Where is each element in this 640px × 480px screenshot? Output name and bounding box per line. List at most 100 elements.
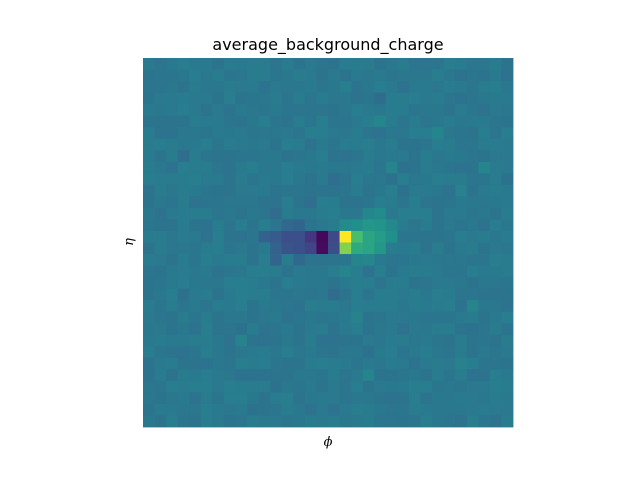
heatmap-cell bbox=[316, 115, 329, 128]
heatmap-cell bbox=[420, 403, 433, 416]
heatmap-cell bbox=[247, 346, 260, 359]
heatmap-cell bbox=[501, 196, 514, 209]
heatmap-cell bbox=[166, 92, 179, 105]
heatmap-cell bbox=[328, 300, 340, 313]
heatmap-cell bbox=[247, 81, 260, 93]
heatmap-cell bbox=[177, 161, 190, 174]
heatmap-cell bbox=[420, 184, 433, 197]
heatmap-cell bbox=[339, 300, 352, 313]
heatmap-cell bbox=[247, 219, 260, 232]
heatmap-cell bbox=[223, 104, 236, 117]
heatmap-cell bbox=[385, 58, 398, 70]
heatmap-cell bbox=[223, 219, 236, 232]
heatmap-cell bbox=[339, 230, 352, 243]
heatmap-cell bbox=[177, 357, 190, 370]
heatmap-cell bbox=[501, 115, 514, 128]
heatmap-cell bbox=[304, 184, 317, 197]
heatmap-cell bbox=[270, 173, 283, 186]
heatmap-cell bbox=[212, 81, 225, 93]
heatmap-cell bbox=[200, 127, 213, 140]
heatmap-cell bbox=[281, 138, 294, 151]
heatmap-cell bbox=[200, 288, 213, 301]
heatmap-cell bbox=[154, 369, 167, 382]
heatmap-cell bbox=[339, 380, 352, 393]
heatmap-cell bbox=[189, 150, 202, 163]
heatmap-cell bbox=[143, 230, 155, 243]
heatmap-cell bbox=[466, 346, 479, 359]
heatmap-cell bbox=[143, 403, 155, 416]
heatmap-cell bbox=[270, 81, 283, 93]
heatmap-cell bbox=[385, 265, 398, 278]
heatmap-cell bbox=[339, 357, 352, 370]
heatmap-cell bbox=[408, 173, 421, 186]
heatmap-cell bbox=[351, 415, 364, 428]
heatmap-cell bbox=[177, 415, 190, 428]
heatmap-cell bbox=[154, 415, 167, 428]
heatmap-cell bbox=[455, 300, 468, 313]
heatmap-cell bbox=[154, 115, 167, 128]
heatmap-cell bbox=[385, 288, 398, 301]
heatmap-cell bbox=[154, 184, 167, 197]
heatmap-cell bbox=[270, 242, 283, 255]
heatmap-cell bbox=[374, 277, 387, 290]
heatmap-cell bbox=[455, 277, 468, 290]
heatmap-cell bbox=[177, 265, 190, 278]
heatmap-cell bbox=[270, 346, 283, 359]
heatmap-cell bbox=[408, 104, 421, 117]
heatmap-cell bbox=[432, 300, 445, 313]
heatmap-cell bbox=[281, 81, 294, 93]
heatmap-cell bbox=[166, 184, 179, 197]
heatmap-cell bbox=[166, 380, 179, 393]
plot-area bbox=[143, 58, 514, 428]
heatmap-cell bbox=[270, 69, 283, 82]
heatmap-cell bbox=[154, 242, 167, 255]
heatmap-cell bbox=[223, 115, 236, 128]
heatmap-cell bbox=[304, 207, 317, 220]
heatmap-cell bbox=[351, 403, 364, 416]
heatmap-cell bbox=[339, 58, 352, 70]
heatmap-cell bbox=[293, 173, 306, 186]
heatmap-cell bbox=[489, 58, 502, 70]
heatmap-cell bbox=[362, 403, 375, 416]
heatmap-cell bbox=[166, 115, 179, 128]
heatmap-cell bbox=[397, 334, 410, 347]
heatmap-cell bbox=[455, 369, 468, 382]
heatmap-cell bbox=[212, 196, 225, 209]
heatmap-cell bbox=[258, 81, 271, 93]
heatmap-cell bbox=[223, 69, 236, 82]
heatmap-cell bbox=[489, 346, 502, 359]
heatmap-cell bbox=[200, 311, 213, 324]
heatmap-cell bbox=[235, 277, 248, 290]
heatmap-cell bbox=[420, 58, 433, 70]
heatmap-cell bbox=[385, 173, 398, 186]
heatmap-cell bbox=[362, 311, 375, 324]
heatmap-cell bbox=[501, 357, 514, 370]
heatmap-cell bbox=[339, 311, 352, 324]
heatmap-cell bbox=[466, 334, 479, 347]
heatmap-cell bbox=[235, 242, 248, 255]
heatmap-cell bbox=[328, 415, 340, 428]
heatmap-cell bbox=[212, 230, 225, 243]
heatmap-cell bbox=[408, 288, 421, 301]
heatmap-cell bbox=[154, 311, 167, 324]
heatmap-cell bbox=[258, 277, 271, 290]
heatmap-cell bbox=[166, 127, 179, 140]
heatmap-cell bbox=[247, 415, 260, 428]
heatmap-cell bbox=[432, 207, 445, 220]
heatmap-cell bbox=[501, 81, 514, 93]
heatmap-cell bbox=[223, 300, 236, 313]
heatmap-cell bbox=[293, 104, 306, 117]
heatmap-cell bbox=[281, 161, 294, 174]
heatmap-cell bbox=[247, 380, 260, 393]
heatmap-cell bbox=[443, 58, 456, 70]
heatmap-cell bbox=[189, 323, 202, 336]
heatmap-cell bbox=[501, 184, 514, 197]
heatmap-cell bbox=[351, 161, 364, 174]
heatmap-cell bbox=[351, 219, 364, 232]
heatmap-cell bbox=[362, 346, 375, 359]
heatmap-cell bbox=[143, 115, 155, 128]
heatmap-cell bbox=[200, 196, 213, 209]
heatmap-cell bbox=[489, 219, 502, 232]
heatmap-cell bbox=[362, 392, 375, 405]
heatmap-cell bbox=[270, 138, 283, 151]
